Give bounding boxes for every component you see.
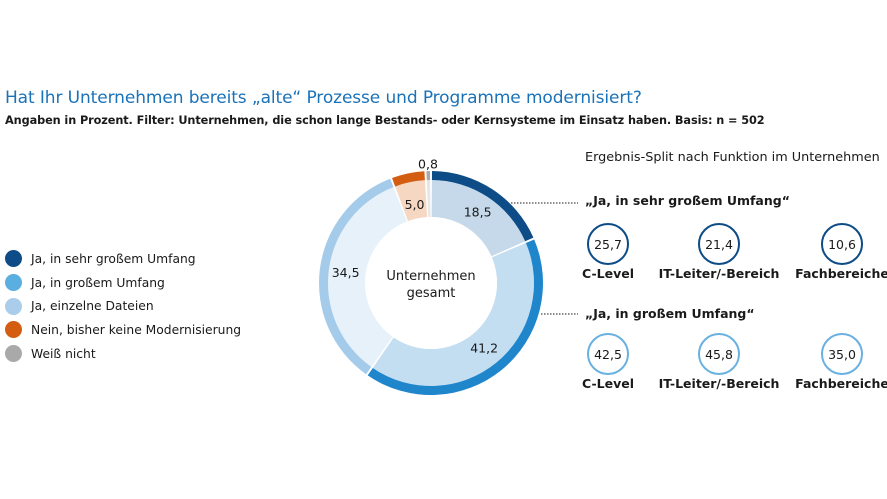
legend: Ja, in sehr großem Umfang Ja, in großem … [5,247,241,365]
bubble-caption: C-Level [581,266,635,281]
bubble-caption: C-Level [581,376,635,391]
value-bubble: 21,4 [698,223,740,265]
legend-label: Ja, in großem Umfang [31,275,165,290]
slice-value-label: 41,2 [470,341,498,356]
value-bubble: 35,0 [821,333,863,375]
donut-slice-ring [367,239,544,396]
legend-item: Ja, in großem Umfang [5,271,241,295]
chart-title: Hat Ihr Unternehmen bereits „alte“ Proze… [5,88,642,108]
donut-slice-ring [319,178,394,375]
slice-value-label: 0,8 [418,157,438,172]
value-bubble: 25,7 [587,223,629,265]
legend-swatch [5,345,22,363]
donut-center-label: gesamt [407,286,456,301]
slice-value-label: 5,0 [405,197,425,212]
legend-swatch [5,321,22,339]
legend-swatch [5,274,22,292]
donut-center [365,217,497,349]
split-group-label: „Ja, in sehr großem Umfang“ [585,193,790,208]
slice-value-label: 34,5 [332,265,360,280]
slice-value-label: 18,5 [464,204,492,219]
donut-slice-ring [426,171,431,181]
legend-item: Weiß nicht [5,342,241,366]
bubble-caption: Fachbereiche [795,266,887,281]
legend-item: Ja, einzelne Dateien [5,294,241,318]
split-group-label: „Ja, in großem Umfang“ [585,306,755,321]
legend-item: Nein, bisher keine Modernisierung [5,318,241,342]
bubble-caption: Fachbereiche [795,376,887,391]
split-title: Ergebnis-Split nach Funktion im Unterneh… [585,150,880,165]
donut-slice-fill [431,180,526,257]
legend-swatch [5,297,22,315]
legend-label: Nein, bisher keine Modernisierung [31,322,242,337]
value-bubble: 45,8 [698,333,740,375]
donut-slice-fill [372,242,535,387]
donut-slice-fill [328,187,407,367]
legend-item: Ja, in sehr großem Umfang [5,247,241,271]
donut-slice-fill [395,180,428,222]
donut-slice-ring [431,171,534,242]
donut-slice-ring [392,171,425,187]
value-bubble: 10,6 [821,223,863,265]
legend-label: Weiß nicht [31,346,96,361]
bubble-caption: IT-Leiter/-Bereich [658,266,780,281]
legend-swatch [5,250,22,268]
donut-slice-fill [426,180,431,218]
donut-center-label: Unternehmen [386,269,475,284]
legend-label: Ja, in sehr großem Umfang [31,251,196,266]
bubble-caption: IT-Leiter/-Bereich [658,376,780,391]
chart-subtitle: Angaben in Prozent. Filter: Unternehmen,… [5,114,765,127]
legend-label: Ja, einzelne Dateien [31,299,154,314]
value-bubble: 42,5 [587,333,629,375]
